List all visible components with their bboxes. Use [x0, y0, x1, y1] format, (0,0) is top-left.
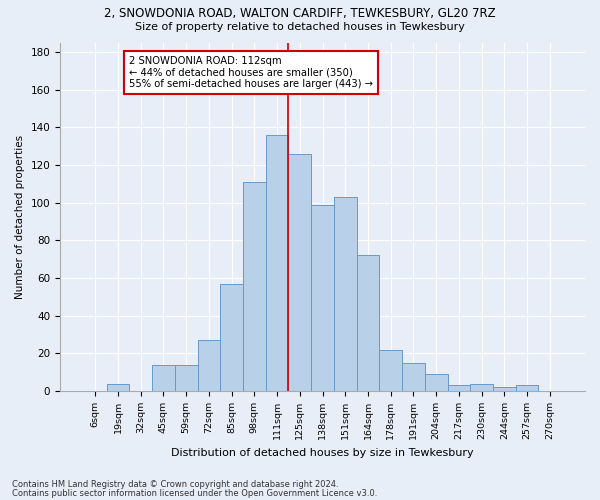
Bar: [470, 384, 493, 391]
Bar: [289, 154, 311, 391]
Bar: [448, 386, 470, 391]
Y-axis label: Number of detached properties: Number of detached properties: [15, 134, 25, 299]
Text: Contains HM Land Registry data © Crown copyright and database right 2024.: Contains HM Land Registry data © Crown c…: [12, 480, 338, 489]
Text: 2 SNOWDONIA ROAD: 112sqm
← 44% of detached houses are smaller (350)
55% of semi-: 2 SNOWDONIA ROAD: 112sqm ← 44% of detach…: [130, 56, 373, 89]
Text: Contains public sector information licensed under the Open Government Licence v3: Contains public sector information licen…: [12, 489, 377, 498]
Bar: [493, 388, 515, 391]
Bar: [197, 340, 220, 391]
Bar: [175, 364, 197, 391]
Bar: [311, 204, 334, 391]
X-axis label: Distribution of detached houses by size in Tewkesbury: Distribution of detached houses by size …: [171, 448, 474, 458]
Bar: [107, 384, 130, 391]
Bar: [152, 364, 175, 391]
Text: Size of property relative to detached houses in Tewkesbury: Size of property relative to detached ho…: [135, 22, 465, 32]
Bar: [379, 350, 402, 391]
Text: 2, SNOWDONIA ROAD, WALTON CARDIFF, TEWKESBURY, GL20 7RZ: 2, SNOWDONIA ROAD, WALTON CARDIFF, TEWKE…: [104, 8, 496, 20]
Bar: [334, 197, 356, 391]
Bar: [266, 135, 289, 391]
Bar: [402, 363, 425, 391]
Bar: [356, 256, 379, 391]
Bar: [425, 374, 448, 391]
Bar: [243, 182, 266, 391]
Bar: [515, 386, 538, 391]
Bar: [220, 284, 243, 391]
